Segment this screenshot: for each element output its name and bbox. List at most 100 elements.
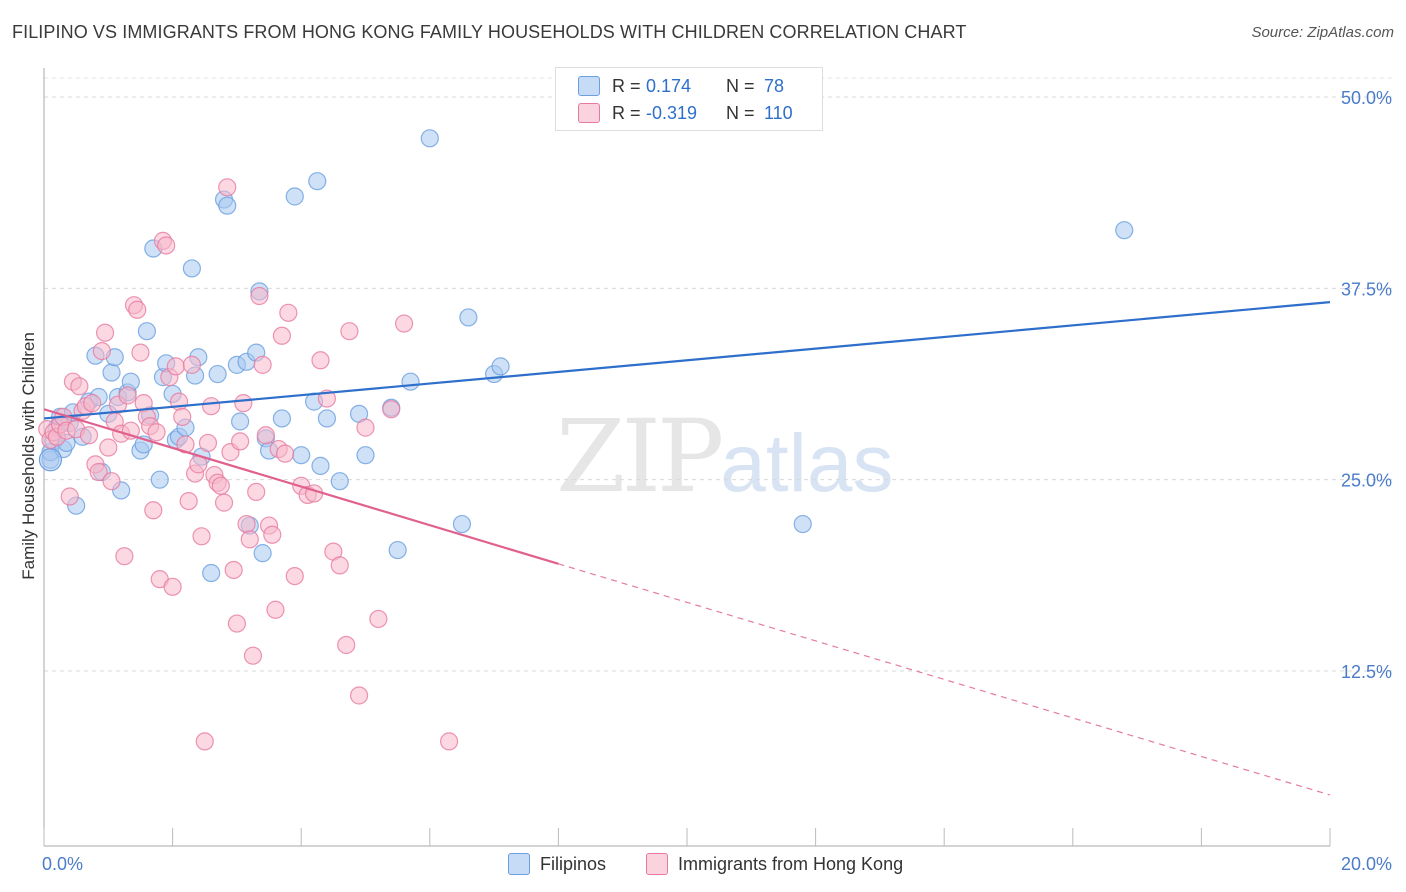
data-point bbox=[89, 462, 108, 482]
data-point bbox=[793, 514, 812, 534]
legend-r-label: R = bbox=[612, 75, 641, 96]
data-point bbox=[231, 412, 250, 431]
source-label: Source: ZipAtlas.com bbox=[1251, 24, 1394, 41]
data-point bbox=[157, 236, 176, 255]
data-point bbox=[276, 444, 295, 463]
data-point bbox=[420, 129, 439, 148]
data-point bbox=[382, 400, 401, 419]
data-point bbox=[128, 300, 147, 319]
data-point bbox=[214, 493, 234, 512]
x-tick-label: 0.0% bbox=[42, 854, 83, 874]
data-point bbox=[163, 577, 182, 596]
data-point bbox=[394, 314, 414, 333]
grid-lines bbox=[44, 77, 1392, 672]
data-point bbox=[166, 357, 185, 376]
watermark: ZIPatlas bbox=[556, 398, 894, 515]
data-point bbox=[263, 525, 282, 544]
data-point bbox=[330, 556, 349, 575]
data-point bbox=[266, 600, 285, 619]
data-point bbox=[102, 472, 121, 491]
data-point bbox=[311, 456, 330, 475]
data-point bbox=[202, 397, 221, 416]
data-point bbox=[211, 476, 230, 495]
bottom-legend-label: Filipinos bbox=[540, 853, 607, 874]
watermark-atlas: atlas bbox=[720, 418, 894, 509]
legend-n-label: N = bbox=[726, 102, 755, 123]
bottom-legend-label: Immigrants from Hong Kong bbox=[678, 853, 904, 874]
data-point bbox=[182, 355, 201, 374]
correlation-legend: R = 0.174 N = 78 R = -0.319 N = 110 bbox=[555, 67, 823, 131]
legend-n-label: N = bbox=[726, 75, 755, 96]
data-point bbox=[131, 343, 150, 362]
legend-n-value: 78 bbox=[764, 75, 785, 96]
series-filipinos-points bbox=[38, 129, 1134, 583]
bottom-legend-filipinos: Filipinos bbox=[508, 853, 606, 875]
data-point bbox=[224, 560, 243, 580]
data-point bbox=[150, 470, 169, 489]
data-point bbox=[285, 566, 304, 586]
x-tick-label: 20.0% bbox=[1341, 854, 1392, 874]
legend-r-value: 0.174 bbox=[646, 75, 692, 96]
data-point bbox=[115, 547, 134, 566]
legend-r-value: -0.319 bbox=[646, 102, 698, 123]
data-point bbox=[491, 357, 510, 376]
series-hong-kong-points bbox=[38, 178, 459, 751]
data-point bbox=[173, 407, 192, 427]
data-point bbox=[176, 435, 195, 454]
data-point bbox=[459, 308, 478, 327]
legend-row-filipinos: R = 0.174 N = 78 bbox=[578, 74, 784, 98]
bottom-legend-swatch-filipinos bbox=[508, 853, 530, 875]
data-point bbox=[253, 544, 272, 563]
data-point bbox=[192, 527, 211, 546]
data-point bbox=[369, 609, 388, 629]
data-point bbox=[182, 259, 201, 278]
y-axis-label: Family Households with Children bbox=[19, 332, 38, 580]
bottom-legend-swatch-hong-kong bbox=[646, 853, 668, 875]
data-point bbox=[195, 732, 214, 751]
data-point bbox=[79, 426, 99, 445]
data-point bbox=[234, 394, 253, 413]
data-point bbox=[237, 514, 256, 534]
data-point bbox=[337, 635, 356, 655]
data-point bbox=[272, 326, 292, 345]
tick-labels: 12.5% 25.0% 37.5% 50.0% 0.0% 20.0% bbox=[42, 88, 1392, 874]
data-point bbox=[356, 446, 375, 465]
data-point bbox=[198, 433, 218, 453]
data-point bbox=[439, 732, 459, 751]
trend-lines bbox=[43, 301, 1331, 796]
data-point bbox=[137, 322, 156, 341]
data-point bbox=[118, 386, 137, 405]
data-point bbox=[317, 409, 337, 428]
data-point bbox=[218, 178, 237, 197]
legend-n-value: 110 bbox=[764, 102, 793, 123]
data-point bbox=[179, 491, 198, 511]
data-point bbox=[250, 286, 269, 306]
watermark-zip: ZIP bbox=[556, 398, 724, 515]
legend-swatch-filipinos bbox=[578, 76, 600, 96]
data-point bbox=[70, 377, 89, 396]
data-point bbox=[256, 426, 275, 445]
y-tick-label: 12.5% bbox=[1341, 662, 1392, 682]
data-point bbox=[147, 423, 166, 442]
trend-line bbox=[43, 301, 1331, 420]
data-point bbox=[247, 482, 266, 502]
data-point bbox=[340, 322, 359, 341]
data-point bbox=[202, 563, 221, 583]
legend-row-hong-kong: R = -0.319 N = 110 bbox=[578, 101, 793, 125]
data-point bbox=[311, 351, 330, 370]
chart-title: FILIPINO VS IMMIGRANTS FROM HONG KONG FA… bbox=[12, 22, 967, 42]
trend-line-solid bbox=[43, 408, 559, 565]
data-point bbox=[99, 438, 118, 457]
data-point bbox=[285, 187, 304, 206]
data-point bbox=[330, 472, 349, 491]
legend-swatch-hong-kong bbox=[578, 103, 600, 123]
y-tick-label: 50.0% bbox=[1341, 88, 1392, 108]
data-point bbox=[240, 530, 259, 549]
data-point bbox=[272, 409, 292, 428]
data-point bbox=[452, 514, 472, 534]
data-point bbox=[388, 540, 407, 560]
data-point bbox=[243, 646, 263, 665]
trend-line-dashed bbox=[558, 563, 1331, 796]
data-point bbox=[38, 448, 63, 472]
